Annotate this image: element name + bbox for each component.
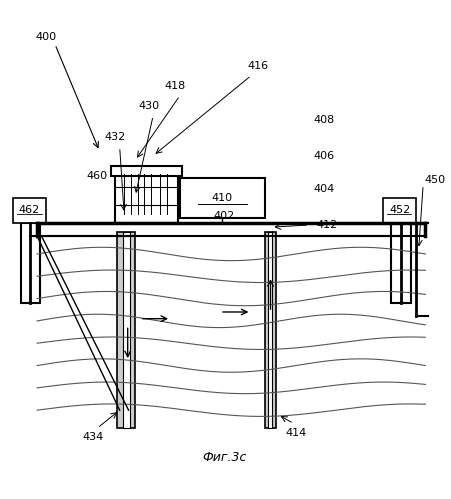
Text: 462: 462: [18, 206, 40, 216]
Text: 408: 408: [313, 115, 334, 125]
Bar: [264, 232, 275, 428]
Text: 418: 418: [165, 81, 186, 91]
Text: 414: 414: [285, 428, 306, 438]
Bar: [390, 223, 410, 303]
Text: 434: 434: [82, 433, 103, 443]
Text: Фиг.3с: Фиг.3с: [202, 451, 246, 464]
Text: 410: 410: [211, 193, 232, 203]
Bar: [13, 198, 46, 223]
Bar: [21, 223, 40, 303]
Text: 430: 430: [138, 101, 159, 111]
Text: 432: 432: [104, 132, 125, 142]
Text: 460: 460: [87, 171, 108, 181]
Text: 412: 412: [315, 220, 336, 230]
Text: 450: 450: [423, 175, 445, 185]
Text: 402: 402: [213, 211, 235, 221]
Bar: [115, 169, 177, 223]
Bar: [110, 166, 182, 176]
Text: 404: 404: [313, 184, 334, 194]
Text: 406: 406: [313, 151, 334, 161]
Bar: [179, 178, 264, 218]
Text: 452: 452: [388, 206, 410, 216]
Text: 400: 400: [35, 32, 56, 42]
Bar: [268, 232, 272, 428]
Bar: [117, 232, 135, 428]
Bar: [123, 232, 129, 428]
Text: 416: 416: [247, 61, 268, 71]
Bar: [382, 198, 415, 223]
